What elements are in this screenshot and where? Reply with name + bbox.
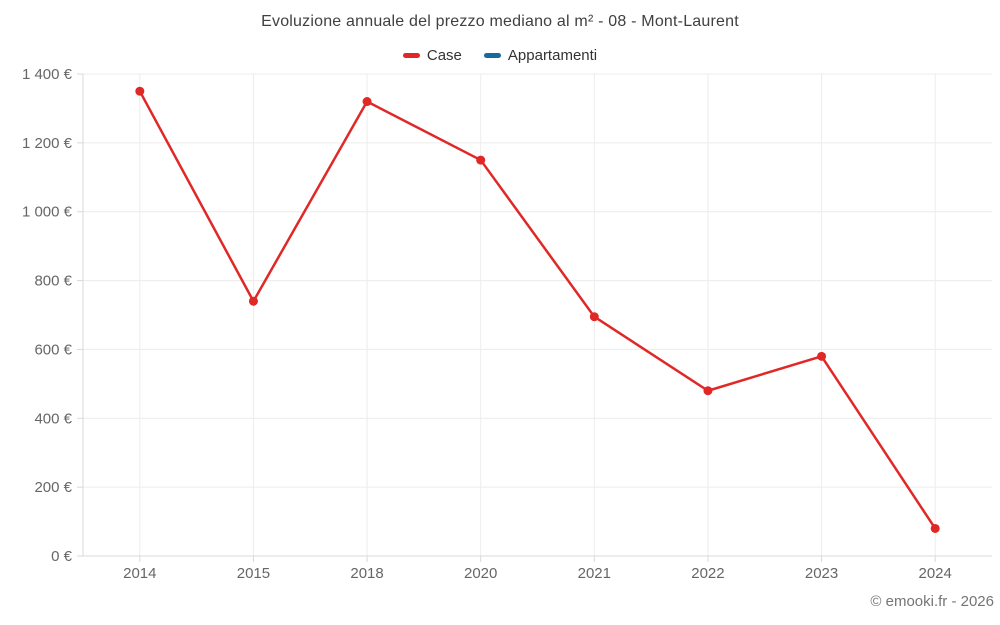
legend-item-case[interactable]: Case: [402, 47, 462, 64]
y-tick-label: 600 €: [34, 341, 72, 358]
series-line-case: [138, 89, 937, 530]
x-tick-label: 2022: [691, 565, 724, 582]
chart-title: Evoluzione annuale del prezzo mediano al…: [261, 13, 739, 30]
data-point-case-2021[interactable]: [589, 312, 599, 322]
data-point-case-2023[interactable]: [817, 351, 827, 361]
x-tick-label: 2021: [578, 565, 611, 582]
y-tick-label: 1 000 €: [22, 204, 73, 221]
legend-label-appartamenti: Appartamenti: [507, 47, 598, 64]
case-series-swatch-icon: [402, 53, 420, 58]
watermark: © emooki.fr - 2026: [870, 593, 994, 610]
data-point-case-2015[interactable]: [248, 296, 258, 306]
x-tick-label: 2014: [123, 565, 156, 582]
data-point-case-2014[interactable]: [135, 86, 145, 96]
chart-legend: Case Appartamenti: [0, 47, 1000, 64]
legend-label-case: Case: [426, 47, 462, 64]
y-tick-label: 400 €: [34, 410, 72, 427]
data-point-case-2020[interactable]: [476, 155, 486, 165]
x-tick-label: 2015: [237, 565, 270, 582]
data-point-case-2024[interactable]: [930, 523, 940, 533]
x-tick-label: 2024: [919, 565, 952, 582]
y-tick-label: 200 €: [34, 479, 72, 496]
y-tick-label: 0 €: [51, 548, 73, 565]
y-tick-label: 800 €: [34, 273, 72, 290]
appartamenti-series-swatch-icon: [483, 53, 501, 58]
y-tick-label: 1 200 €: [22, 135, 73, 152]
y-tick-label: 1 400 €: [22, 66, 73, 83]
legend-item-appartamenti[interactable]: Appartamenti: [483, 47, 598, 64]
data-point-case-2022[interactable]: [703, 386, 713, 396]
data-point-case-2018[interactable]: [362, 97, 372, 107]
x-tick-label: 2023: [805, 565, 838, 582]
x-tick-label: 2020: [464, 565, 497, 582]
x-tick-label: 2018: [350, 565, 383, 582]
